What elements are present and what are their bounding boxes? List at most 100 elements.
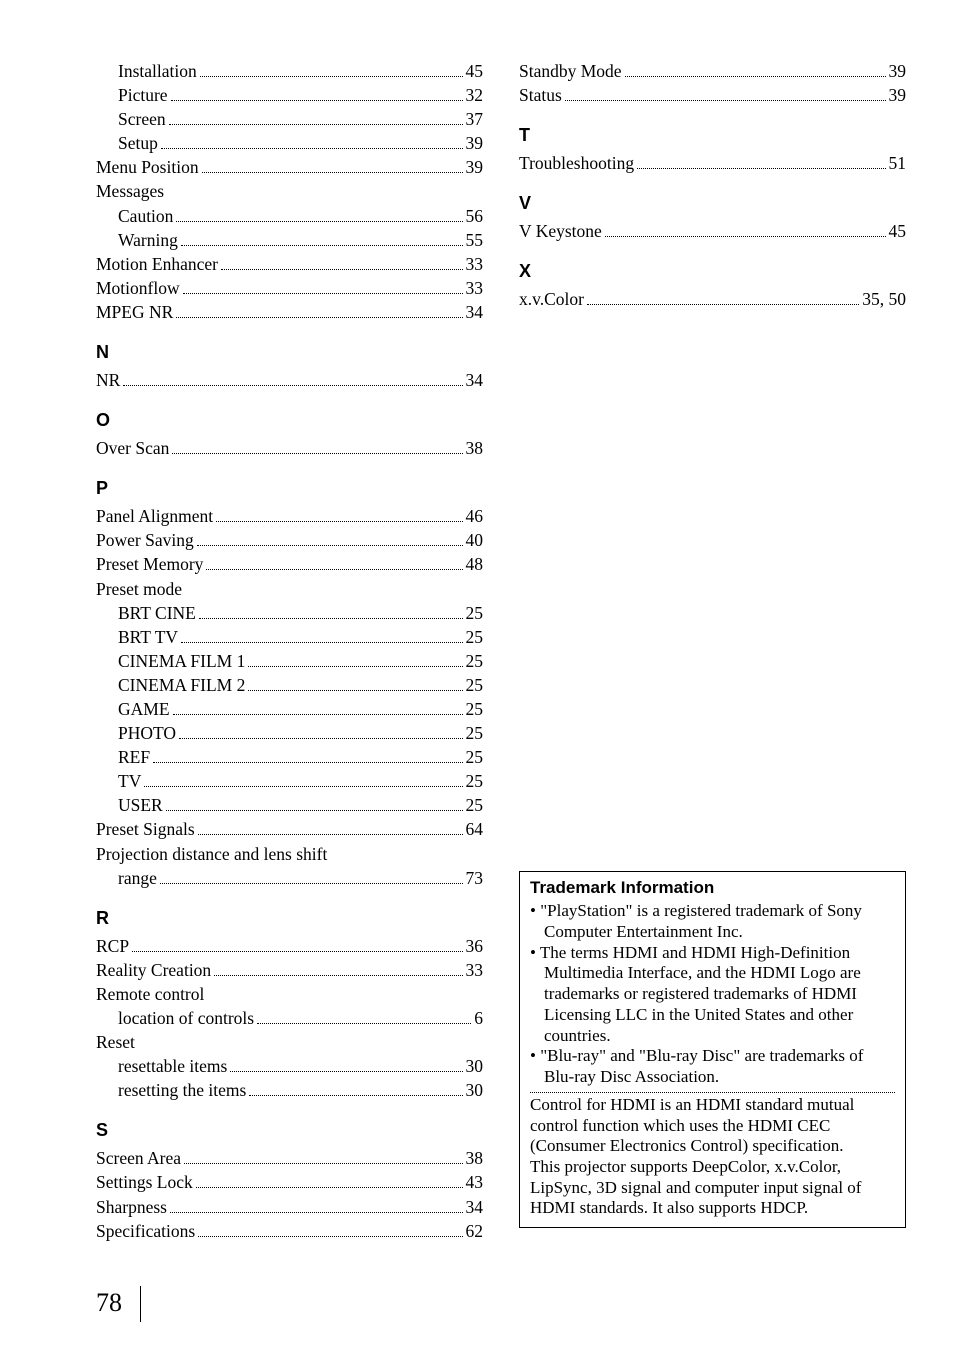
index-label: Motion Enhancer <box>96 253 218 276</box>
index-page: 33 <box>466 277 484 300</box>
index-entry: Caution 56 <box>96 205 483 228</box>
dot-leaders <box>198 1236 462 1237</box>
index-label: Caution <box>118 205 173 228</box>
index-page: 38 <box>466 1147 484 1170</box>
index-entry: range 73 <box>96 867 483 890</box>
dot-leaders <box>249 1095 462 1096</box>
index-label: Setup <box>118 132 158 155</box>
index-page: 38 <box>466 437 484 460</box>
index-label: Preset Signals <box>96 818 195 841</box>
index-page: 39 <box>466 132 484 155</box>
index-page: 39 <box>466 156 484 179</box>
index-label: Picture <box>118 84 168 107</box>
dot-leaders <box>605 236 886 237</box>
index-label: Projection distance and lens shift <box>96 843 327 866</box>
dot-leaders <box>206 569 462 570</box>
section-heading: R <box>96 908 483 929</box>
index-label: Messages <box>96 180 164 203</box>
index-page: 33 <box>466 253 484 276</box>
index-page: 25 <box>466 722 484 745</box>
index-page: 25 <box>466 602 484 625</box>
index-page: 62 <box>466 1220 484 1243</box>
index-page: 73 <box>466 867 484 890</box>
index-entry: Preset Memory 48 <box>96 553 483 576</box>
index-entry: Menu Position 39 <box>96 156 483 179</box>
index-page: 25 <box>466 626 484 649</box>
section-heading: X <box>519 261 906 282</box>
trademark-box: Trademark Information "PlayStation" is a… <box>519 871 906 1228</box>
separator <box>530 1092 895 1093</box>
index-entry: REF 25 <box>96 746 483 769</box>
index-label: REF <box>118 746 150 769</box>
index-page: 48 <box>466 553 484 576</box>
index-page: 36 <box>466 935 484 958</box>
page-number: 78 <box>96 1288 122 1318</box>
index-label: V Keystone <box>519 220 602 243</box>
dot-leaders <box>202 172 463 173</box>
dot-leaders <box>169 124 463 125</box>
index-label: Panel Alignment <box>96 505 213 528</box>
index-page: 6 <box>474 1007 483 1030</box>
section-heading: O <box>96 410 483 431</box>
index-page: 37 <box>466 108 484 131</box>
index-entry: BRT CINE 25 <box>96 602 483 625</box>
index-label: Installation <box>118 60 197 83</box>
dot-leaders <box>176 221 462 222</box>
index-label: x.v.Color <box>519 288 584 311</box>
index-group: Projection distance and lens shift <box>96 843 483 866</box>
index-entry: Status 39 <box>519 84 906 107</box>
index-entry: NR 34 <box>96 369 483 392</box>
index-entry: Specifications 62 <box>96 1220 483 1243</box>
index-label: Status <box>519 84 562 107</box>
index-entry: Settings Lock 43 <box>96 1171 483 1194</box>
trademark-bullet: "PlayStation" is a registered trademark … <box>530 901 895 942</box>
index-label: USER <box>118 794 163 817</box>
index-page: 25 <box>466 794 484 817</box>
index-group: Remote control <box>96 983 483 1006</box>
index-label: Over Scan <box>96 437 169 460</box>
index-entry: CINEMA FILM 1 25 <box>96 650 483 673</box>
section-heading: T <box>519 125 906 146</box>
dot-leaders <box>144 786 462 787</box>
index-entry: location of controls 6 <box>96 1007 483 1030</box>
right-column: Standby Mode 39Status 39 T Troubleshooting… <box>519 60 906 1244</box>
index-label: Standby Mode <box>519 60 622 83</box>
dot-leaders <box>200 76 463 77</box>
index-entry: Sharpness 34 <box>96 1196 483 1219</box>
index-entry: Setup 39 <box>96 132 483 155</box>
index-entry: V Keystone 45 <box>519 220 906 243</box>
index-label: Specifications <box>96 1220 195 1243</box>
section-heading: S <box>96 1120 483 1141</box>
index-entry: MPEG NR 34 <box>96 301 483 324</box>
index-label: GAME <box>118 698 170 721</box>
dot-leaders <box>123 385 462 386</box>
index-page: 56 <box>466 205 484 228</box>
index-entry: RCP 36 <box>96 935 483 958</box>
section-heading: N <box>96 342 483 363</box>
index-label: Reality Creation <box>96 959 211 982</box>
index-entry: x.v.Color 35, 50 <box>519 288 906 311</box>
index-page: 32 <box>466 84 484 107</box>
index-entry: Motion Enhancer 33 <box>96 253 483 276</box>
index-page: 55 <box>466 229 484 252</box>
index-entry: CINEMA FILM 2 25 <box>96 674 483 697</box>
dot-leaders <box>172 453 462 454</box>
dot-leaders <box>198 834 463 835</box>
index-label: Warning <box>118 229 178 252</box>
index-label: Sharpness <box>96 1196 167 1219</box>
index-page: 45 <box>466 60 484 83</box>
index-entry: PHOTO 25 <box>96 722 483 745</box>
index-page: 25 <box>466 674 484 697</box>
index-label: Settings Lock <box>96 1171 193 1194</box>
index-page: 39 <box>889 60 907 83</box>
index-group: Messages <box>96 180 483 203</box>
index-label: CINEMA FILM 1 <box>118 650 245 673</box>
dot-leaders <box>176 317 462 318</box>
dot-leaders <box>161 148 463 149</box>
index-page: 46 <box>466 505 484 528</box>
dot-leaders <box>184 1163 462 1164</box>
index-entry: resettable items 30 <box>96 1055 483 1078</box>
index-entry: Reality Creation 33 <box>96 959 483 982</box>
index-page: 34 <box>466 301 484 324</box>
index-entry: Troubleshooting 51 <box>519 152 906 175</box>
